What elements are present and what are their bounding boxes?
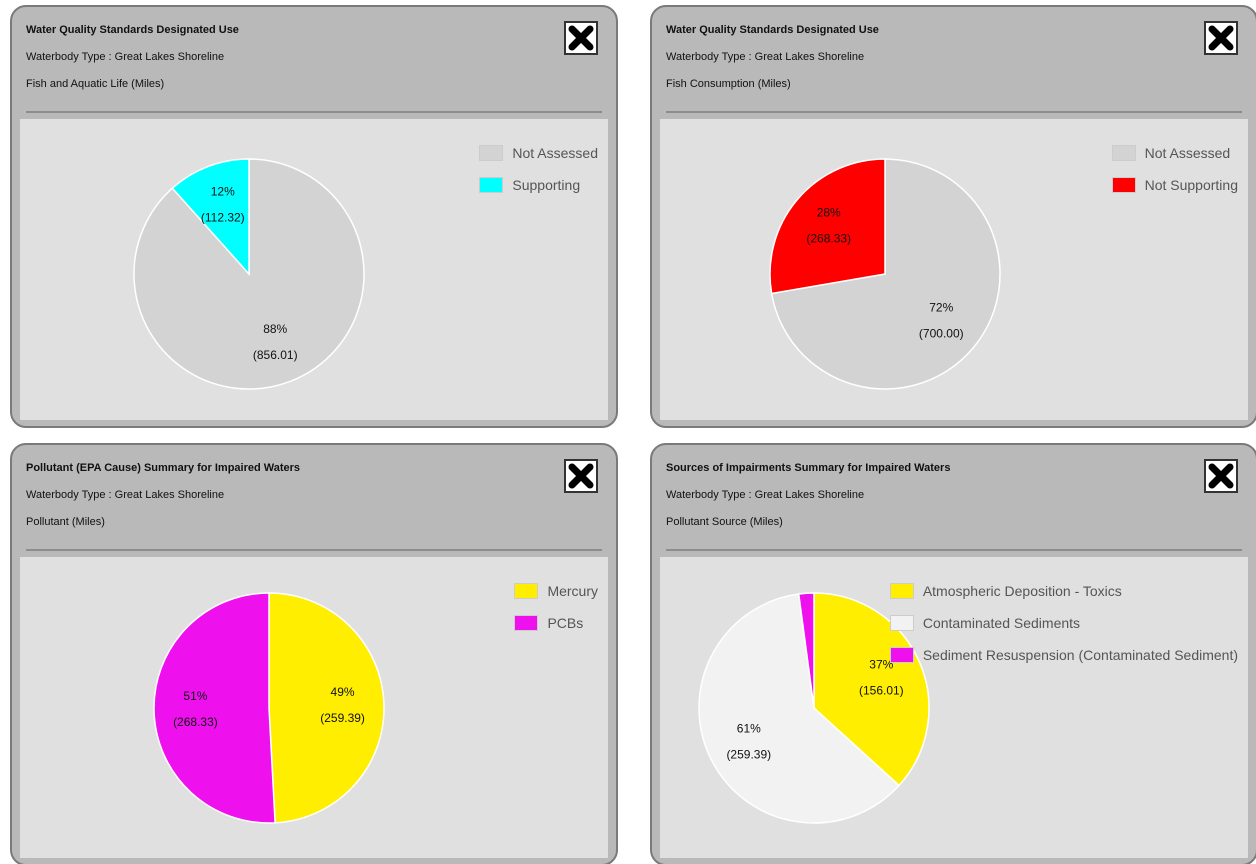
legend-label: Atmospheric Deposition - Toxics	[922, 583, 1122, 599]
legend-swatch	[1111, 177, 1136, 193]
value-label: (156.01)	[859, 683, 904, 697]
value-label: (856.01)	[253, 348, 298, 362]
pie-chart: 72% (700.00) 28% (268.33)	[769, 158, 1001, 390]
close-icon	[568, 463, 594, 489]
legend-label: Supporting	[512, 177, 581, 193]
chart-area: 37% (156.01) 61% (259.39) Atmospheric Deposi…	[660, 557, 1248, 858]
close-button[interactable]	[564, 21, 598, 55]
close-button[interactable]	[1204, 459, 1238, 493]
percent-label: 49%	[331, 685, 355, 699]
legend-swatch	[1111, 145, 1136, 161]
close-button[interactable]	[1204, 21, 1238, 55]
pie-slice	[813, 592, 930, 787]
percent-label: 72%	[929, 301, 953, 315]
percent-label: 88%	[263, 322, 287, 336]
legend-item: Not Supporting	[1111, 169, 1238, 201]
legend-item: Supporting	[479, 169, 598, 201]
legend-item: Not Assessed	[479, 137, 598, 169]
chart-area: 49% (259.39) 51% (268.33) Mercury PCBs	[20, 557, 608, 858]
panel-header: Water Quality Standards Designated Use Wa…	[26, 7, 602, 113]
value-label: (112.32)	[201, 210, 245, 224]
panel-measure: Fish Consumption (Miles)	[666, 78, 791, 90]
value-label: (700.00)	[919, 327, 964, 341]
panel: Pollutant (EPA Cause) Summary for Impair…	[10, 443, 618, 864]
panel-title: Pollutant (EPA Cause) Summary for Impair…	[26, 462, 301, 474]
panel: Water Quality Standards Designated Use Wa…	[650, 5, 1256, 428]
panel-subtitle: Waterbody Type : Great Lakes Shoreline	[26, 489, 225, 501]
legend-item: Atmospheric Deposition - Toxics	[889, 575, 1238, 607]
pie-slice	[268, 592, 385, 824]
panel: Sources of Impairments Summary for Impai…	[650, 443, 1256, 864]
legend-label: Not Assessed	[512, 145, 598, 161]
legend-item: PCBs	[514, 607, 598, 639]
legend-item: Sediment Resuspension (Contaminated Sedi…	[889, 639, 1238, 671]
panel-title: Water Quality Standards Designated Use	[666, 24, 879, 36]
pie-slice	[171, 158, 250, 276]
panel-measure: Fish and Aquatic Life (Miles)	[26, 78, 165, 90]
panel-measure: Pollutant (Miles)	[26, 516, 105, 528]
close-icon	[1208, 25, 1234, 51]
legend-swatch	[889, 583, 914, 599]
legend-label: Sediment Resuspension (Contaminated Sedi…	[922, 647, 1238, 663]
panel-measure: Pollutant Source (Miles)	[666, 516, 783, 528]
legend-item: Not Assessed	[1111, 137, 1238, 169]
legend-item: Mercury	[514, 575, 598, 607]
legend-label: Contaminated Sediments	[922, 615, 1081, 631]
panel-subtitle: Waterbody Type : Great Lakes Shoreline	[26, 51, 225, 63]
panel-subtitle: Waterbody Type : Great Lakes Shoreline	[666, 489, 865, 501]
panel-header: Sources of Impairments Summary for Impai…	[666, 445, 1242, 551]
value-label: (268.33)	[806, 232, 851, 246]
percent-label: 28%	[817, 206, 841, 220]
legend-swatch	[479, 145, 504, 161]
legend: Mercury PCBs	[514, 575, 598, 639]
legend: Atmospheric Deposition - Toxics Contamina…	[889, 575, 1238, 671]
close-icon	[1208, 463, 1234, 489]
legend-label: Not Supporting	[1144, 177, 1238, 193]
close-icon	[568, 25, 594, 51]
chart-area: 72% (700.00) 28% (268.33) Not Assessed Not Su…	[660, 119, 1248, 420]
pie-slice	[153, 592, 276, 824]
percent-label: 61%	[737, 721, 761, 735]
percent-label: 51%	[183, 689, 207, 703]
legend-swatch	[514, 615, 539, 631]
panel-header: Pollutant (EPA Cause) Summary for Impair…	[26, 445, 602, 551]
percent-label: 37%	[869, 657, 893, 671]
panel: Water Quality Standards Designated Use Wa…	[10, 5, 618, 428]
panel-subtitle: Waterbody Type : Great Lakes Shoreline	[666, 51, 865, 63]
legend-label: Mercury	[547, 583, 598, 599]
pie-slice	[769, 158, 886, 295]
pie-slice	[770, 158, 1001, 390]
legend-swatch	[889, 615, 914, 631]
value-label: (259.39)	[320, 711, 365, 725]
legend-swatch	[889, 647, 914, 663]
percent-label: 12%	[211, 184, 235, 198]
pie-slice	[797, 592, 815, 709]
value-label: (259.39)	[726, 747, 771, 761]
legend-swatch	[479, 177, 504, 193]
pie-chart: 37% (156.01) 61% (259.39)	[698, 592, 930, 824]
legend-item: Contaminated Sediments	[889, 607, 1238, 639]
panel-title: Sources of Impairments Summary for Impai…	[666, 462, 951, 474]
legend: Not Assessed Supporting	[479, 137, 598, 201]
chart-area: 88% (856.01) 12% (112.32) Not Assessed Suppor…	[20, 119, 608, 420]
panel-title: Water Quality Standards Designated Use	[26, 24, 239, 36]
value-label: (268.33)	[173, 715, 218, 729]
legend: Not Assessed Not Supporting	[1111, 137, 1238, 201]
pie-chart: 88% (856.01) 12% (112.32)	[133, 158, 365, 390]
close-button[interactable]	[564, 459, 598, 493]
pie-slice	[698, 593, 901, 824]
legend-label: PCBs	[547, 615, 584, 631]
legend-label: Not Assessed	[1144, 145, 1231, 161]
legend-swatch	[514, 583, 539, 599]
pie-chart: 49% (259.39) 51% (268.33)	[153, 592, 385, 824]
panel-header: Water Quality Standards Designated Use Wa…	[666, 7, 1242, 113]
